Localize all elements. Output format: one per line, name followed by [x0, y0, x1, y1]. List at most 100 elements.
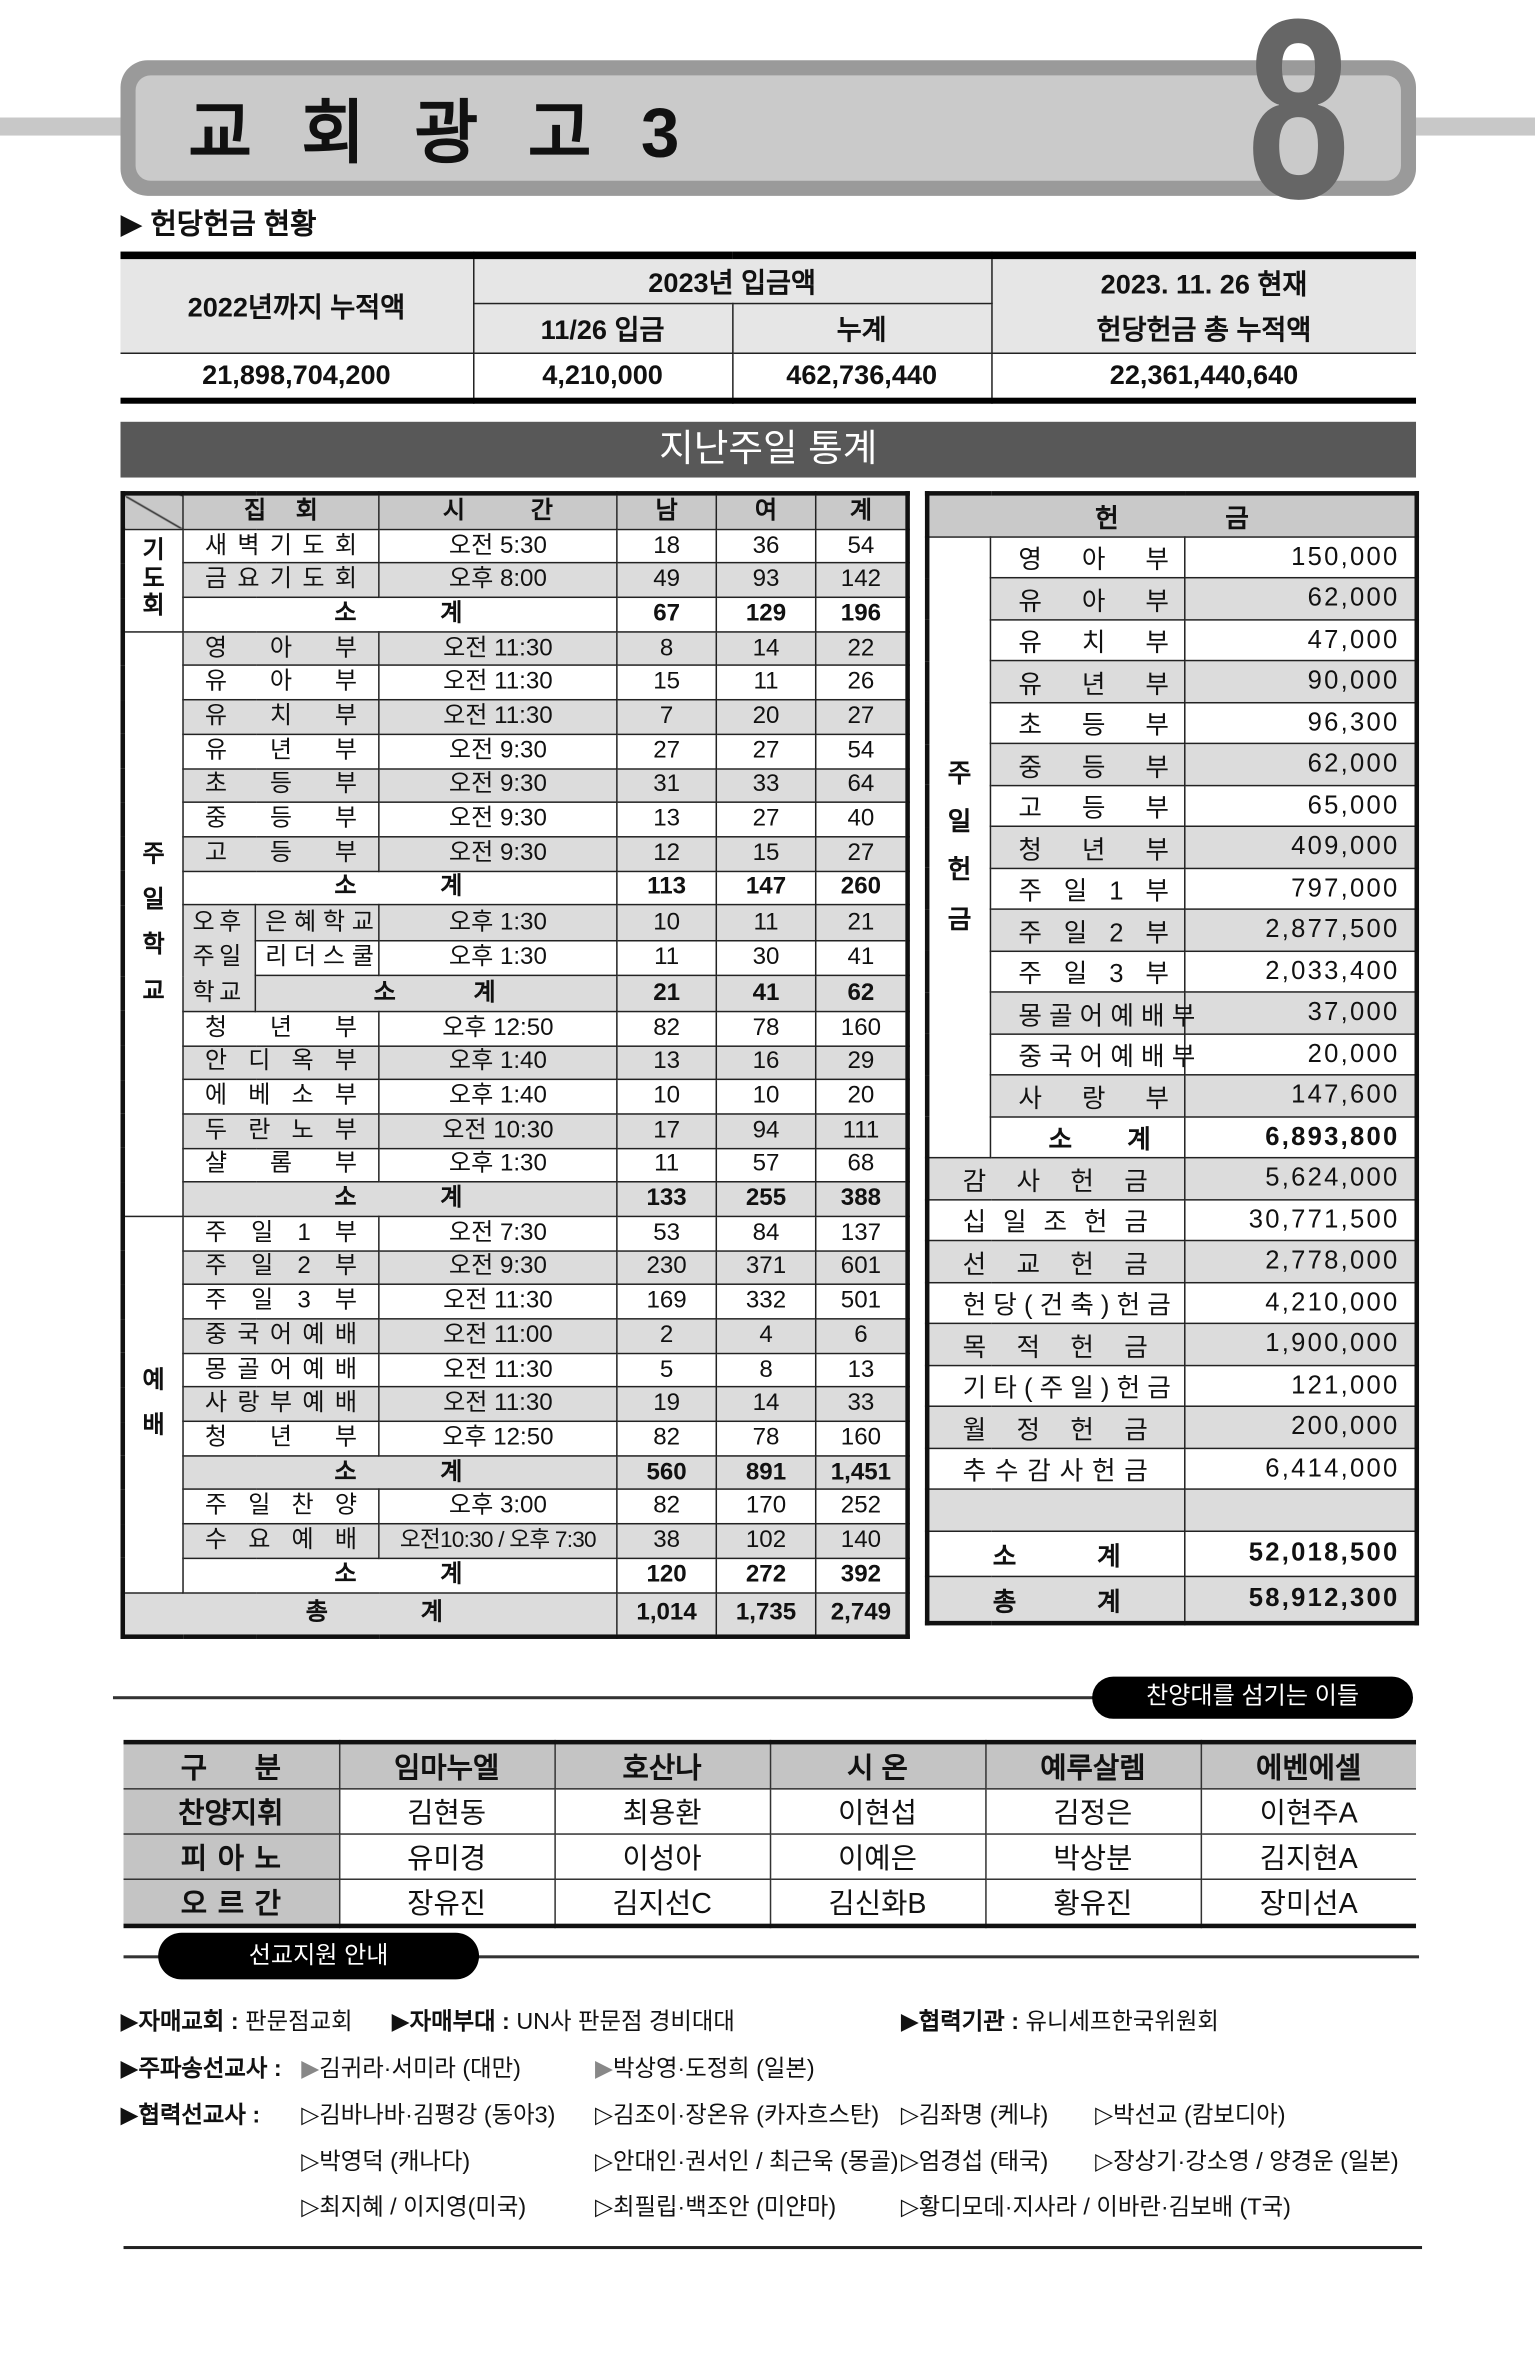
subtotal-row: 소 계 6,893,800	[927, 1115, 1418, 1159]
table-row: 유 아 부 오전 11:30 15 11 26	[123, 664, 909, 701]
offering-name: 목 적 헌 금	[926, 1322, 1186, 1366]
meeting-time: 오전 7:30	[378, 1215, 618, 1252]
meeting-time: 오후 12:50	[378, 1010, 618, 1047]
meeting-name: 새 벽 기 도 회	[182, 528, 380, 564]
offering-amount: 62,000	[1184, 742, 1418, 786]
meeting-name: 초 등 부	[182, 767, 380, 804]
table-row: 청 년 부 오후 12:50 82 78 160	[123, 1420, 909, 1457]
group-label-text: 주일학교	[142, 841, 165, 1005]
offering-name: 추 수 감 사 헌 금	[926, 1446, 1186, 1490]
offering-row: 유 년 부 90,000	[927, 659, 1418, 703]
female-count: 102	[715, 1523, 817, 1559]
offering-row	[926, 1488, 1418, 1532]
male-count: 27	[616, 733, 718, 770]
female-count: 78	[715, 1010, 817, 1047]
partner-missionary-text: 김조이·장온유 (카자흐스탄)	[612, 2102, 880, 2129]
meeting-name: 두 란 노 부	[182, 1113, 380, 1149]
meeting-name: 주 일 찬 양	[182, 1488, 380, 1525]
total-count: 601	[814, 1249, 909, 1286]
female-count: 272	[715, 1557, 817, 1594]
bullet-icon: ▷	[1095, 2102, 1114, 2129]
total-count: 388	[814, 1181, 909, 1218]
partner-missionary: ▷엄경섭 (태국)	[901, 2143, 1048, 2176]
choir-name-header: 임마누엘	[338, 1741, 556, 1790]
mission-title: 선교지원 안내	[158, 1932, 480, 1980]
total-count: 252	[814, 1488, 909, 1525]
male-count: 560	[616, 1454, 718, 1491]
meeting-time: 오후 1:30	[378, 939, 618, 977]
table-row: 사 랑 부 예 배 오전 11:30 19 14 33	[122, 1386, 909, 1423]
male-count: 13	[616, 801, 718, 838]
male-count: 133	[616, 1181, 718, 1218]
partner-missionary-text: 김바나바·김평강 (동아3)	[319, 2102, 556, 2129]
header-offering: 헌 금	[926, 492, 1418, 538]
offering-amount: 147,600	[1184, 1074, 1418, 1117]
meeting-name: 주 일 1 부	[182, 1215, 380, 1252]
subtotal-row: 소 계 67 129 196	[123, 596, 909, 633]
offering-amount: 2,778,000	[1184, 1239, 1418, 1283]
male-count: 31	[616, 767, 718, 804]
subtotal-label: 소 계	[254, 975, 618, 1013]
female-count: 14	[715, 630, 817, 667]
female-count: 57	[715, 1147, 817, 1183]
partner-missionary: ▷김조이·장온유 (카자흐스탄)	[595, 2097, 879, 2130]
male-count: 1,014	[616, 1591, 718, 1637]
choir-member: 김신화B	[769, 1878, 986, 1927]
subtotal-row: 소 계 120 272 392	[123, 1557, 909, 1594]
meeting-name: 주 일 2 부	[182, 1249, 380, 1286]
header-cumulative: 누계	[731, 302, 992, 355]
table-row: 기도회 새 벽 기 도 회 오전 5:30 18 36 54	[122, 528, 909, 633]
choir-member: 장미선A	[1199, 1878, 1417, 1927]
bullet-icon: ▷	[301, 2194, 320, 2221]
offering-amount: 6,414,000	[1184, 1446, 1418, 1490]
total-count: 27	[814, 699, 909, 735]
meeting-time: 오전 9:30	[378, 767, 618, 804]
offering-row: 초 등 부 96,300	[927, 701, 1418, 745]
header-time: 시 간	[378, 492, 618, 530]
subtotal-amount: 52,018,500	[1184, 1529, 1418, 1577]
grand-total-label: 총 계	[122, 1591, 618, 1637]
choir-name-header: 시 온	[769, 1741, 986, 1790]
header-total-line1: 2023. 11. 26 현재	[1100, 269, 1308, 300]
choir-member: 이현섭	[769, 1788, 986, 1835]
offering-amount: 30,771,500	[1184, 1198, 1418, 1242]
female-count: 8	[715, 1352, 817, 1388]
subtotal-label: 소 계	[182, 870, 618, 906]
meeting-name: 안 디 옥 부	[182, 1044, 380, 1081]
male-count: 49	[616, 562, 718, 599]
total-count: 41	[814, 939, 909, 977]
offering-amount: 37,000	[1184, 991, 1418, 1035]
meeting-name: 에 베 소 부	[182, 1078, 380, 1115]
sent-missionary-text: 김귀라·서미라 (대만)	[319, 2056, 521, 2082]
partner-missionary-text: 최필립·백조안 (미얀마)	[612, 2194, 837, 2221]
female-count: 15	[715, 835, 817, 872]
bullet-icon: ▷	[1095, 2148, 1114, 2175]
meeting-time: 오후 1:30	[378, 904, 618, 942]
subtotal-amount: 6,893,800	[1184, 1115, 1418, 1159]
sister-unit-value: UN사 판문점 경비대대	[516, 2009, 735, 2036]
meeting-time: 오전 11:30	[378, 1283, 618, 1320]
total-count: 13	[814, 1352, 909, 1388]
male-count: 38	[616, 1523, 718, 1559]
bullet-icon: ▷	[301, 2148, 320, 2175]
table-row: 고 등 부 오전 9:30 12 15 27	[122, 835, 909, 872]
partner-org-label: 협력기관 :	[918, 2009, 1019, 2036]
male-count: 82	[616, 1420, 718, 1457]
female-count: 371	[715, 1249, 817, 1286]
offering-row: 감 사 헌 금 5,624,000	[926, 1156, 1418, 1200]
total-count: 40	[814, 801, 909, 838]
female-count: 255	[715, 1181, 817, 1218]
subtotal-label: 소 계	[182, 1557, 618, 1594]
partner-missionary-text: 안대인·권서인 / 최근욱 (몽골)	[612, 2148, 899, 2175]
total-count: 68	[814, 1147, 909, 1183]
partner-missionary: ▷김좌명 (케냐)	[901, 2097, 1048, 2130]
partner-missionary: ▷김바나바·김평강 (동아3)	[301, 2097, 555, 2130]
category-header: 구 분	[123, 1741, 340, 1790]
offering-row: 선 교 헌 금 2,778,000	[926, 1239, 1418, 1283]
partner-missionaries-label: ▶협력선교사 :	[120, 2102, 261, 2129]
choir-table: 구 분 임마누엘 호산나 시 온 예루살렘 에벤에셀 찬양지휘 김현동 최용환 이현섭 김정은 이현주…	[123, 1739, 1417, 1929]
table-row: 예배 주 일 1 부 오전 7:30 53 84 137	[122, 1215, 909, 1594]
offering-name: 주 일 1 부	[989, 866, 1186, 910]
offering-row: 유 아 부 62,000	[927, 576, 1418, 620]
male-count: 82	[616, 1010, 718, 1047]
